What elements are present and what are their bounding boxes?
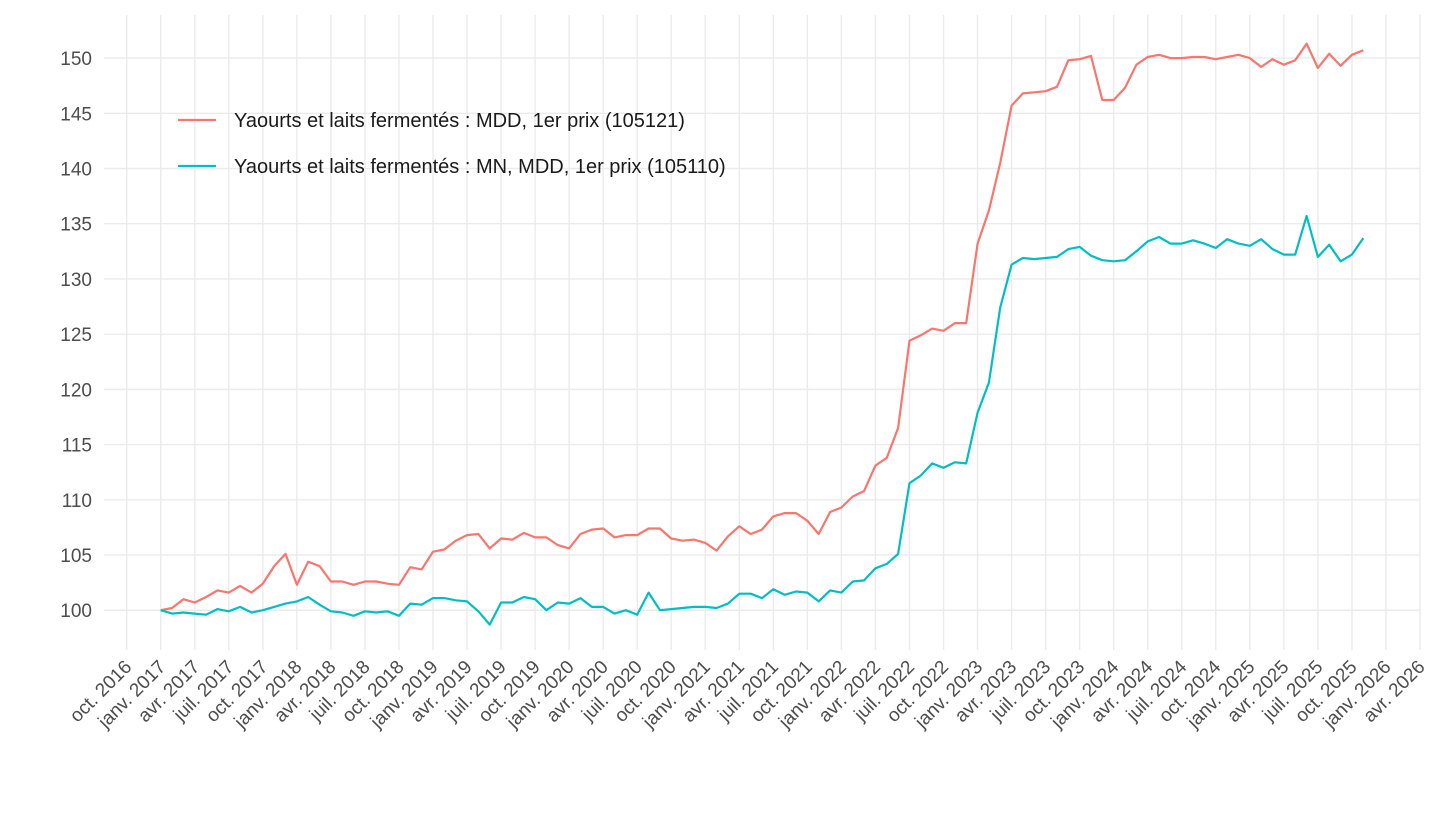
line [160,214,1365,626]
y-tick-label: 125 [60,325,92,346]
y-tick-label: 150 [60,49,92,70]
y-tick-label: 110 [62,491,92,512]
y-tick-label: 145 [60,104,92,125]
y-tick-label: 140 [60,160,92,181]
legend-label: Yaourts et laits fermentés : MN, MDD, 1e… [234,156,726,178]
y-tick-label: 130 [60,270,92,291]
legend-label: Yaourts et laits fermentés : MDD, 1er pr… [234,110,685,132]
y-tick-label: 115 [62,436,92,457]
y-tick-label: 120 [60,380,92,401]
line [160,42,1364,612]
y-tick-label: 105 [60,546,92,567]
y-tick-label: 100 [60,601,92,622]
y-tick-label: 135 [60,215,92,236]
